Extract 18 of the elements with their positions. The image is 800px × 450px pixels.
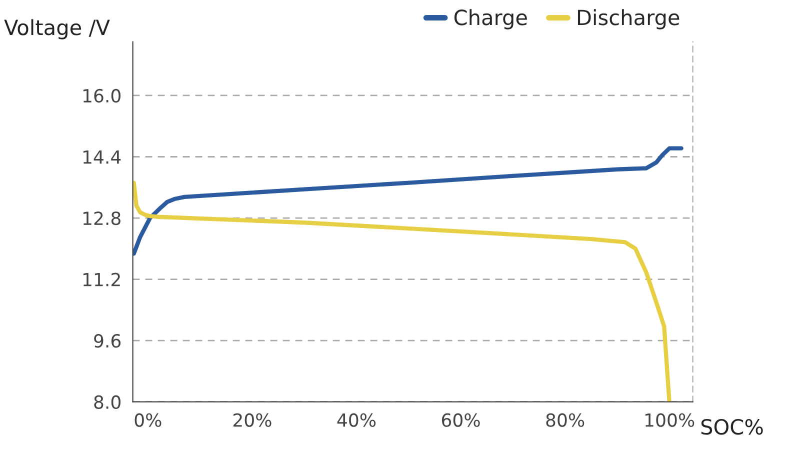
y-tick-label: 16.0 <box>83 88 120 103</box>
x-axis-title: SOC% <box>701 418 763 435</box>
y-tick-label: 8.0 <box>94 395 120 409</box>
legend-label: Discharge <box>578 9 680 30</box>
line-series <box>132 146 684 256</box>
legend-label: Charge <box>454 9 527 30</box>
x-tick-label: 20% <box>233 413 272 427</box>
line-series <box>132 180 672 402</box>
x-tick-label: 0% <box>134 413 162 427</box>
y-tick-label: 14.4 <box>83 150 121 164</box>
x-tick-label: 100% <box>646 413 694 427</box>
y-tick-label: 12.8 <box>83 211 120 226</box>
y-tick-label: 11.2 <box>83 272 120 286</box>
x-tick-label: 80% <box>546 413 584 427</box>
x-tick-label: 40% <box>337 413 376 427</box>
x-tick-label: 60% <box>442 413 480 427</box>
y-tick-label: 9.6 <box>94 334 121 348</box>
y-axis-title: Voltage /V <box>4 19 110 40</box>
